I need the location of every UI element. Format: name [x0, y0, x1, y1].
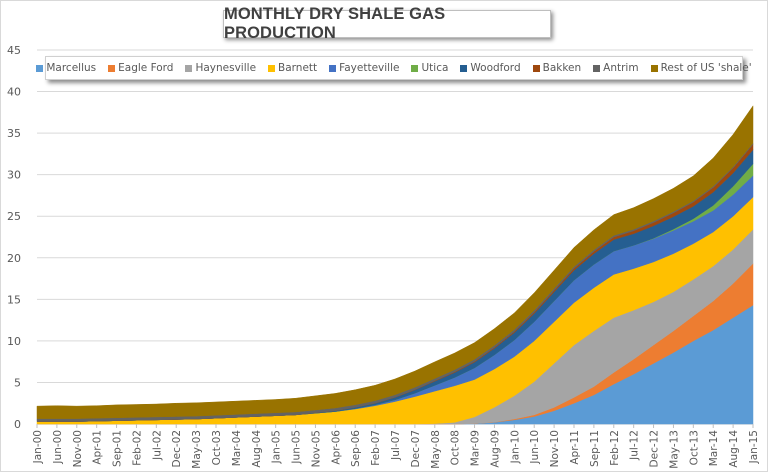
- x-tick-label: Dec-12: [649, 430, 661, 467]
- x-tick-label: Jan-10: [509, 430, 521, 464]
- legend-swatch: [593, 64, 601, 72]
- y-tick-label: 25: [7, 210, 21, 223]
- legend-swatch: [650, 64, 658, 72]
- legend-item: Bakken: [532, 62, 582, 74]
- x-tick-label: Feb-07: [370, 430, 382, 466]
- x-tick-label: Feb-02: [131, 430, 143, 466]
- legend-label: Barnett: [278, 62, 318, 74]
- legend-swatch: [268, 64, 276, 72]
- legend-label: Eagle Ford: [118, 62, 174, 74]
- legend-label: Fayetteville: [339, 62, 400, 74]
- x-tick-label: Jan-05: [271, 430, 283, 464]
- y-tick-label: 10: [7, 335, 21, 348]
- y-tick-label: 5: [14, 376, 21, 389]
- x-tick-label: May-13: [668, 430, 680, 469]
- x-tick-label: Nov-10: [549, 430, 561, 467]
- x-tick-label: Dec-02: [171, 430, 183, 467]
- chart-legend: Marcellus Eagle Ford Haynesville Barnett Fay…: [36, 56, 752, 80]
- legend-label: Bakken: [542, 62, 582, 74]
- legend-swatch: [329, 64, 337, 72]
- x-tick-label: Jul-02: [151, 430, 163, 461]
- legend-swatch: [36, 64, 44, 72]
- legend-swatch: [185, 64, 193, 72]
- x-tick-label: Oct-08: [450, 430, 462, 465]
- x-tick-label: Feb-12: [609, 430, 621, 466]
- x-tick-label: May-03: [191, 430, 203, 469]
- x-tick-label: Apr-06: [330, 430, 342, 465]
- x-tick-label: Oct-03: [211, 430, 223, 465]
- y-tick-label: 40: [7, 86, 21, 99]
- legend-item: Haynesville: [185, 62, 256, 74]
- legend-item: Rest of US 'shale': [650, 62, 752, 74]
- x-tick-label: Jul-07: [390, 430, 402, 461]
- y-axis: 0 5 10 15 20 25 30 35 40 45: [7, 44, 21, 431]
- legend-item: Eagle Ford: [108, 62, 173, 74]
- legend-item: Fayetteville: [329, 62, 399, 74]
- x-tick-label: Sep-11: [589, 430, 601, 467]
- y-tick-label: 35: [7, 127, 21, 140]
- stacked-areas: [36, 105, 754, 425]
- y-tick-label: 30: [7, 169, 21, 182]
- legend-item: Utica: [411, 62, 448, 74]
- legend-label: Woodford: [470, 62, 521, 74]
- y-tick-label: 0: [14, 418, 21, 431]
- y-tick-label: 45: [7, 44, 21, 57]
- y-tick-label: 20: [7, 252, 21, 265]
- chart-title: MONTHLY DRY SHALE GAS PRODUCTION: [224, 5, 446, 42]
- x-tick-label: Aug-14: [728, 430, 740, 468]
- legend-item: Antrim: [593, 62, 639, 74]
- legend-swatch: [108, 64, 116, 72]
- x-tick-label: Mar-09: [470, 430, 482, 466]
- x-tick-label: Jun-10: [529, 430, 541, 465]
- x-tick-label: Aug-09: [489, 430, 501, 468]
- x-tick-label: Oct-13: [688, 430, 700, 465]
- x-tick-label: Dec-07: [410, 430, 422, 467]
- x-tick-label: Jul-12: [629, 430, 641, 461]
- area-rest-of-us-shale: [36, 105, 754, 419]
- x-tick-label: Mar-04: [231, 430, 243, 467]
- x-tick-label: May-08: [430, 430, 442, 469]
- x-tick-label: Jun-05: [291, 430, 303, 465]
- legend-label: Utica: [421, 62, 449, 74]
- legend-swatch: [460, 64, 468, 72]
- x-tick-label: Sep-01: [112, 430, 124, 467]
- legend-label: Haynesville: [195, 62, 257, 74]
- legend-item: Woodford: [460, 62, 521, 74]
- x-tick-label: Mar-14: [708, 430, 720, 467]
- x-tick-label: Jun-00: [52, 430, 64, 465]
- legend-swatch: [532, 64, 540, 72]
- legend-item: Marcellus: [36, 62, 96, 74]
- legend-swatch: [411, 64, 419, 72]
- x-tick-label: Nov-05: [310, 430, 322, 467]
- x-axis: Jan-00 Jun-00 Nov-00 Apr-01 Sep-01 Feb-02 Jul-…: [32, 424, 760, 469]
- x-tick-label: Aug-04: [251, 430, 263, 468]
- x-tick-label: Sep-06: [350, 430, 362, 467]
- y-tick-label: 15: [7, 293, 21, 306]
- x-tick-label: Jan-00: [32, 430, 44, 464]
- legend-item: Barnett: [268, 62, 317, 74]
- legend-label: Rest of US 'shale': [660, 62, 752, 74]
- x-tick-label: Jan-15: [748, 430, 760, 464]
- chart-title-box: MONTHLY DRY SHALE GAS PRODUCTION: [223, 5, 551, 42]
- x-tick-label: Nov-00: [72, 430, 84, 467]
- legend-label: Antrim: [603, 62, 639, 74]
- x-tick-label: Apr-11: [569, 430, 581, 465]
- x-tick-label: Apr-01: [92, 430, 104, 465]
- legend-label: Marcellus: [46, 62, 97, 74]
